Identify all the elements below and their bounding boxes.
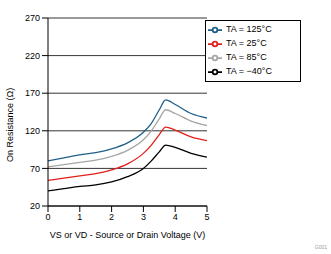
html-text:TA = 85°C: TA = 85°C bbox=[226, 52, 267, 63]
svg-text:4: 4 bbox=[173, 212, 178, 222]
svg-text:270: 270 bbox=[25, 13, 40, 23]
html-text:TA = −40°C: TA = −40°C bbox=[226, 66, 272, 77]
svg-text:170: 170 bbox=[25, 88, 40, 98]
svg-text:120: 120 bbox=[25, 126, 40, 136]
svg-text:20: 20 bbox=[30, 201, 40, 211]
svg-text:70: 70 bbox=[30, 164, 40, 174]
svg-text:0: 0 bbox=[45, 212, 50, 222]
html-text:G001: G001 bbox=[314, 244, 327, 250]
html-text:TA = 125°C: TA = 125°C bbox=[226, 24, 272, 35]
svg-text:On Resistance (Ω): On Resistance (Ω) bbox=[8, 88, 15, 162]
svg-text:VS or VD - Source or Drain Vol: VS or VD - Source or Drain Voltage (V) bbox=[50, 230, 206, 240]
svg-text:2: 2 bbox=[109, 212, 114, 222]
html-text:TA = 25°C: TA = 25°C bbox=[226, 38, 267, 49]
svg-text:3: 3 bbox=[141, 212, 146, 222]
svg-text:5: 5 bbox=[204, 212, 209, 222]
svg-text:1: 1 bbox=[77, 212, 82, 222]
svg-text:220: 220 bbox=[25, 51, 40, 61]
